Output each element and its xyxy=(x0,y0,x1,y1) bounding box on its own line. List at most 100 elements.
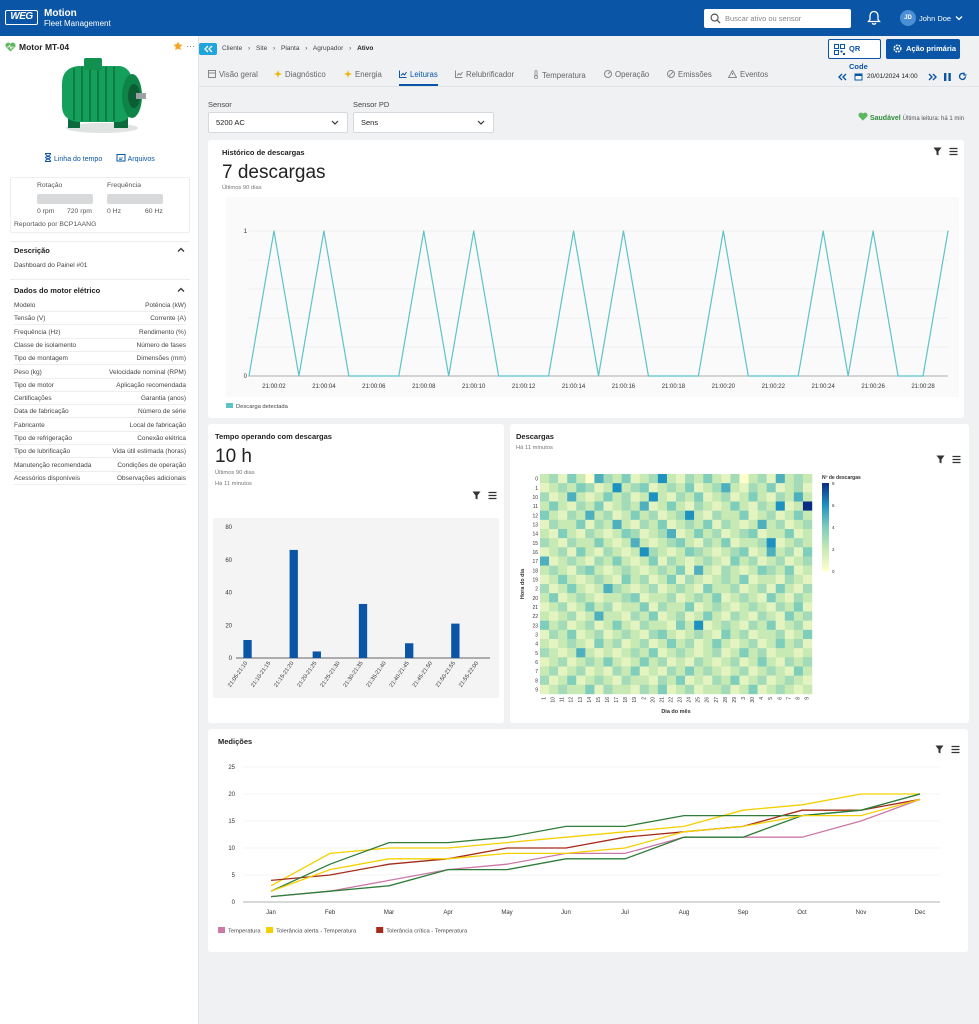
refresh-icon[interactable] xyxy=(958,72,967,81)
pause-icon[interactable] xyxy=(944,73,951,81)
heatmap-cell xyxy=(802,492,813,502)
datetime-display[interactable]: 20/01/2024 14:00 xyxy=(867,73,918,80)
heatmap-cell xyxy=(739,602,749,612)
primary-action-button[interactable]: Ação primária xyxy=(886,39,960,59)
star-icon[interactable] xyxy=(173,41,183,51)
heatmap-cell xyxy=(639,565,649,576)
health-status: Saudável Última leitura: há 1 min xyxy=(858,112,964,122)
filter-icon[interactable] xyxy=(936,455,945,464)
hourglass-icon xyxy=(44,153,52,162)
sensor-pd-select[interactable]: Sens xyxy=(353,112,494,133)
weg-logo[interactable]: WEG xyxy=(5,10,38,25)
tab-temperatura[interactable]: Temperatura xyxy=(533,70,586,86)
collapse-sidebar-button[interactable] xyxy=(199,43,217,55)
avatar[interactable]: JD xyxy=(900,10,916,26)
heatmap-cell xyxy=(703,675,713,686)
heatmap-cell xyxy=(567,474,577,484)
tab-eventos[interactable]: Eventos xyxy=(727,69,768,86)
timeline-label: Linha do tempo xyxy=(53,156,103,163)
heatmap-cell xyxy=(793,565,804,576)
breadcrumb-item[interactable]: Planta xyxy=(281,45,300,52)
filter-icon[interactable] xyxy=(935,745,944,754)
bell-icon[interactable] xyxy=(867,10,881,26)
heatmap-cell xyxy=(603,538,613,548)
heatmap-cell xyxy=(721,629,731,640)
tab-emissoes[interactable]: Emissões xyxy=(667,70,712,86)
heatmap-cell xyxy=(603,657,613,667)
calendar-icon[interactable] xyxy=(854,72,863,81)
motor-data-key: Tipo de motor xyxy=(14,381,54,389)
heatmap-cell xyxy=(585,593,595,603)
heatmap-cell xyxy=(594,639,604,649)
tab-operacao[interactable]: Operação xyxy=(604,70,649,86)
heatmap-cell xyxy=(648,666,659,676)
chevron-down-icon[interactable] xyxy=(955,14,963,22)
y-tick-label: 11 xyxy=(533,504,538,510)
data-point xyxy=(672,375,674,377)
heatmap-cell xyxy=(730,666,740,676)
heatmap-cell xyxy=(802,675,813,686)
double-chevron-right-icon[interactable] xyxy=(928,73,937,81)
y-tick-label: 22 xyxy=(532,614,538,620)
heatmap-cell xyxy=(703,483,713,493)
heatmap-cell xyxy=(802,556,813,566)
chevron-up-icon[interactable] xyxy=(177,246,185,254)
double-chevron-left-icon[interactable] xyxy=(838,73,847,81)
heatmap-cell xyxy=(802,584,813,594)
breadcrumb-item[interactable]: Site xyxy=(256,45,268,52)
heatmap-cell xyxy=(603,611,613,621)
menu-icon[interactable] xyxy=(949,147,958,156)
heatmap-cell xyxy=(576,519,586,530)
heatmap-cell xyxy=(748,629,758,640)
x-tick-label: 21:00:18 xyxy=(662,384,686,390)
search-input[interactable]: Buscar ativo ou sensor xyxy=(704,9,851,28)
heatmap-cell xyxy=(603,684,613,695)
files-link[interactable]: Arquivos xyxy=(116,153,155,163)
menu-icon[interactable] xyxy=(488,491,497,500)
tab-diagnostico[interactable]: Diagnóstico xyxy=(274,70,326,86)
heatmap-cell xyxy=(703,593,713,603)
timeline-link[interactable]: Linha do tempo xyxy=(44,153,102,163)
tab-visao-geral[interactable]: Visão geral xyxy=(208,70,258,86)
menu-icon[interactable] xyxy=(952,455,961,464)
heatmap-cell xyxy=(802,648,813,658)
sensor-select[interactable]: 5200 AC xyxy=(208,112,348,133)
heatmap-cell xyxy=(621,675,631,686)
x-tick-label: 21:00:22 xyxy=(762,384,786,390)
chevron-up-icon[interactable] xyxy=(177,286,185,294)
heatmap-cell xyxy=(721,483,731,493)
breadcrumb-item[interactable]: Cliente xyxy=(222,45,243,52)
heatmap-cell xyxy=(666,629,677,640)
tab-label: Temperatura xyxy=(542,71,586,80)
heatmap-cell xyxy=(603,584,613,594)
heatmap-cell xyxy=(694,620,704,631)
heatmap-cell xyxy=(721,657,731,667)
heatmap-cell xyxy=(775,620,785,631)
motor-data-row: Manutenção recomendada Condições de opera… xyxy=(14,459,186,472)
tab-leituras[interactable]: Leituras xyxy=(399,70,438,86)
legend-swatch xyxy=(218,927,225,933)
more-icon[interactable]: ⋯ xyxy=(186,41,195,51)
filter-icon[interactable] xyxy=(933,147,942,156)
heatmap-cell xyxy=(630,684,640,695)
qr-code-button[interactable]: QR Code xyxy=(828,39,881,71)
y-tick-label: 0 xyxy=(232,900,236,906)
heatmap-cell xyxy=(639,675,649,686)
heatmap-cell xyxy=(585,529,595,539)
heatmap-cell xyxy=(558,593,568,603)
heatmap-cell xyxy=(657,675,668,686)
heatmap-cell xyxy=(657,529,668,539)
menu-icon[interactable] xyxy=(951,745,960,754)
filter-icon[interactable] xyxy=(472,491,481,500)
heatmap-cell xyxy=(630,547,640,557)
motor-data-key: Data de fabricação xyxy=(14,408,69,416)
user-name[interactable]: John Doe xyxy=(919,14,952,23)
tab-relubrificador[interactable]: Relubrificador xyxy=(455,70,514,86)
heatmap-cell xyxy=(585,620,595,631)
heatmap-cell xyxy=(739,639,749,649)
breadcrumb-item[interactable]: Agrupador xyxy=(312,45,344,52)
x-tick-label: 8 xyxy=(795,697,801,700)
heatmap-cell xyxy=(757,584,767,594)
heatmap-cell xyxy=(730,611,740,621)
tab-energia[interactable]: Energia xyxy=(344,70,382,86)
